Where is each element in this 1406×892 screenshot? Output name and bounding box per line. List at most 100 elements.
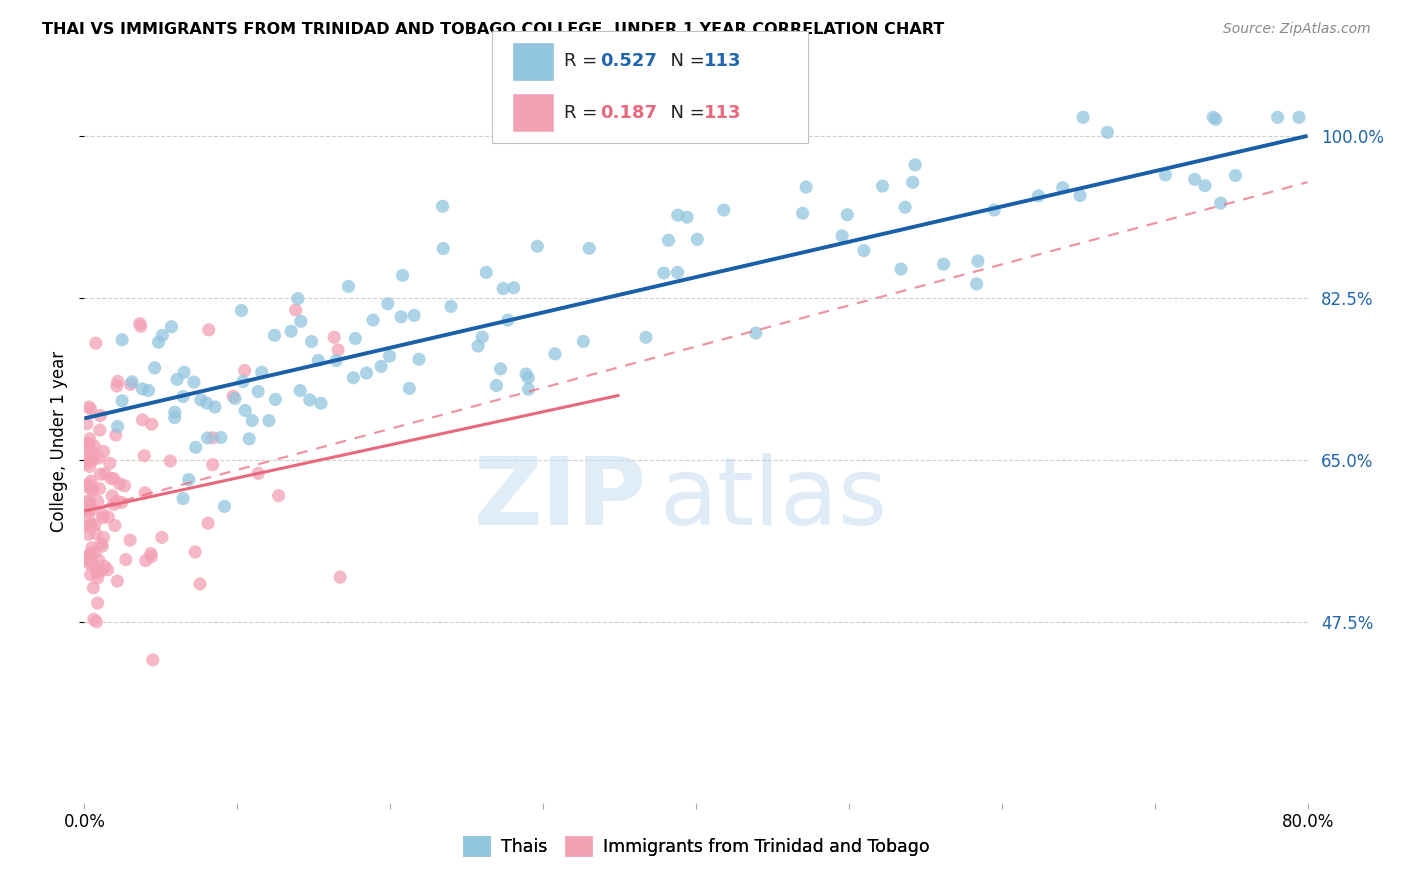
Point bbox=[83, 518, 105, 533]
Point bbox=[183, 375, 205, 389]
Point bbox=[1194, 178, 1216, 193]
Point bbox=[666, 265, 689, 279]
Point bbox=[240, 413, 263, 427]
Point bbox=[489, 362, 512, 376]
Point bbox=[983, 202, 1005, 217]
Point bbox=[73, 502, 96, 516]
Point bbox=[120, 377, 142, 392]
Text: R =: R = bbox=[564, 53, 603, 70]
Point bbox=[139, 547, 162, 561]
Point bbox=[370, 359, 392, 374]
Point bbox=[502, 281, 524, 295]
Point bbox=[104, 428, 127, 442]
Text: 0.187: 0.187 bbox=[600, 103, 658, 121]
Point bbox=[1225, 169, 1247, 183]
Point bbox=[107, 375, 129, 389]
Point bbox=[82, 581, 104, 595]
Point bbox=[1267, 111, 1289, 125]
Point bbox=[138, 384, 160, 398]
Point bbox=[83, 612, 105, 626]
Point bbox=[97, 563, 120, 577]
Point bbox=[76, 438, 98, 452]
Point bbox=[91, 508, 114, 522]
Point bbox=[389, 310, 412, 324]
Point bbox=[82, 483, 104, 497]
Point bbox=[77, 527, 100, 541]
Point bbox=[73, 496, 96, 510]
Point bbox=[471, 330, 494, 344]
Legend: Thais, Immigrants from Trinidad and Tobago: Thais, Immigrants from Trinidad and Toba… bbox=[456, 829, 936, 863]
Point bbox=[93, 444, 115, 458]
Point bbox=[264, 392, 287, 407]
Point bbox=[100, 471, 122, 485]
Point bbox=[98, 456, 121, 470]
Point bbox=[432, 199, 454, 213]
Point bbox=[214, 500, 236, 514]
Point bbox=[967, 254, 990, 268]
Point bbox=[93, 531, 115, 545]
Point bbox=[83, 439, 105, 453]
Point bbox=[77, 519, 100, 533]
Point bbox=[233, 363, 256, 377]
Point bbox=[80, 519, 103, 533]
Text: 113: 113 bbox=[704, 103, 742, 121]
Point bbox=[148, 335, 170, 350]
Point bbox=[287, 292, 309, 306]
Point bbox=[190, 392, 212, 407]
Text: 0.527: 0.527 bbox=[600, 53, 657, 70]
Point bbox=[267, 489, 290, 503]
Point bbox=[135, 554, 157, 568]
Point bbox=[80, 443, 103, 458]
Point bbox=[408, 352, 430, 367]
Point bbox=[120, 533, 142, 548]
Point bbox=[515, 367, 537, 381]
Point bbox=[84, 336, 107, 351]
Point bbox=[222, 389, 245, 403]
Point bbox=[111, 393, 134, 408]
Point bbox=[79, 495, 101, 509]
Point bbox=[204, 400, 226, 414]
Point bbox=[233, 403, 256, 417]
Point bbox=[904, 158, 927, 172]
Point bbox=[163, 410, 186, 425]
Point bbox=[329, 570, 352, 584]
Point bbox=[361, 313, 384, 327]
Point bbox=[792, 206, 814, 220]
Point bbox=[1097, 125, 1119, 139]
Point bbox=[326, 343, 349, 357]
Point bbox=[86, 615, 108, 629]
Point bbox=[263, 328, 285, 343]
Point bbox=[76, 478, 98, 492]
Point bbox=[114, 479, 136, 493]
Text: ZIP: ZIP bbox=[474, 453, 647, 545]
Point bbox=[1154, 168, 1177, 182]
Point bbox=[105, 379, 128, 393]
Text: THAI VS IMMIGRANTS FROM TRINIDAD AND TOBAGO COLLEGE, UNDER 1 YEAR CORRELATION CH: THAI VS IMMIGRANTS FROM TRINIDAD AND TOB… bbox=[42, 22, 945, 37]
Point bbox=[544, 347, 567, 361]
Point bbox=[134, 485, 156, 500]
Point bbox=[134, 449, 156, 463]
Point bbox=[84, 526, 107, 541]
Point bbox=[111, 495, 134, 509]
Point bbox=[404, 309, 426, 323]
Point bbox=[76, 439, 98, 453]
Point bbox=[184, 440, 207, 454]
Point bbox=[686, 232, 709, 246]
Point bbox=[1069, 188, 1091, 202]
Point bbox=[111, 333, 134, 347]
Point bbox=[128, 317, 150, 331]
Point bbox=[173, 365, 195, 379]
Point bbox=[150, 530, 173, 544]
Point bbox=[79, 557, 101, 571]
Point bbox=[89, 467, 111, 482]
Point bbox=[89, 423, 111, 437]
Point bbox=[177, 473, 200, 487]
Point bbox=[432, 242, 454, 256]
Text: atlas: atlas bbox=[659, 453, 887, 545]
Point bbox=[159, 454, 181, 468]
Point bbox=[89, 409, 111, 423]
Point bbox=[1071, 111, 1094, 125]
Point bbox=[94, 467, 117, 481]
Point bbox=[91, 539, 114, 553]
Text: N =: N = bbox=[659, 103, 711, 121]
